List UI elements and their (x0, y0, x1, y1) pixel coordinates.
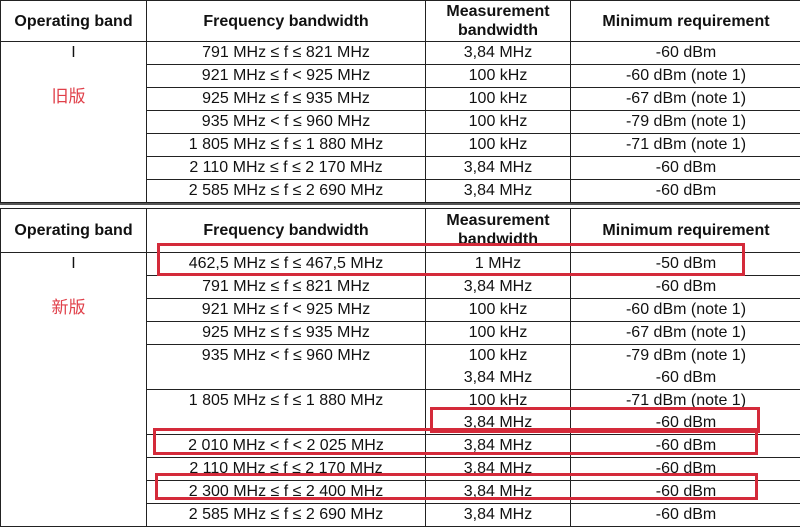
minimum-requirement-cell: -60 dBm (571, 42, 800, 65)
minimum-requirement-cell: -60 dBm (571, 276, 800, 299)
measurement-bandwidth-cell: 3,84 MHz (426, 157, 571, 180)
measurement-bandwidth-value: 100 kHz (426, 111, 570, 133)
minimum-requirement-value: -71 dBm (note 1) (571, 134, 800, 156)
measurement-bandwidth-cell: 3,84 MHz (426, 276, 571, 299)
frequency-bandwidth-cell: 935 MHz < f ≤ 960 MHz (147, 345, 426, 390)
minimum-requirement-value: -60 dBm (571, 42, 800, 64)
minimum-requirement-cell: -60 dBm (note 1) (571, 299, 800, 322)
operating-band-cell: I 旧版 (1, 42, 147, 203)
measurement-bandwidth-value: 3,84 MHz (426, 42, 570, 64)
version-label: 新版 (1, 297, 147, 319)
frequency-bandwidth-cell: 791 MHz ≤ f ≤ 821 MHz (147, 42, 426, 65)
minimum-requirement-value: -60 dBm (571, 157, 800, 179)
measurement-bandwidth-cell: 100 kHz (426, 88, 571, 111)
minimum-requirement-value: -67 dBm (note 1) (571, 88, 800, 110)
minimum-requirement-cell: -60 dBm (571, 180, 800, 203)
measurement-bandwidth-value: 3,84 MHz (426, 157, 570, 179)
measurement-bandwidth-value: 100 kHz (426, 88, 570, 110)
minimum-requirement-cell: -71 dBm (note 1) (571, 134, 800, 157)
measurement-bandwidth-value: 100 kHz (426, 65, 570, 87)
operating-band-cell: I 新版 (1, 253, 147, 527)
measurement-bandwidth-cell: 3,84 MHz (426, 42, 571, 65)
measurement-bandwidth-cell: 100 kHz (426, 111, 571, 134)
measurement-bandwidth-value: 100 kHz (426, 299, 570, 321)
measurement-bandwidth-value: 3,84 MHz (426, 367, 570, 389)
minimum-requirement-cell: -67 dBm (note 1) (571, 88, 800, 111)
minimum-requirement-value: -79 dBm (note 1) (571, 345, 800, 367)
minimum-requirement-value: -60 dBm (note 1) (571, 65, 800, 87)
minimum-requirement-value: -60 dBm (571, 276, 800, 298)
minimum-requirement-cell: -60 dBm (571, 157, 800, 180)
header-operating-band: Operating band (1, 209, 147, 253)
minimum-requirement-value: -60 dBm (571, 180, 800, 202)
frequency-bandwidth-cell: 2 110 MHz ≤ f ≤ 2 170 MHz (147, 157, 426, 180)
measurement-bandwidth-value: 100 kHz (426, 322, 570, 344)
minimum-requirement-value: -60 dBm (571, 367, 800, 389)
frequency-bandwidth-cell: 925 MHz ≤ f ≤ 935 MHz (147, 88, 426, 111)
measurement-bandwidth-cell: 3,84 MHz (426, 180, 571, 203)
minimum-requirement-cell: -67 dBm (note 1) (571, 322, 800, 345)
measurement-bandwidth-cell: 100 kHz (426, 299, 571, 322)
highlight-box-new-band (157, 243, 745, 276)
operating-band-value: I (1, 42, 146, 64)
operating-band-value: I (1, 253, 146, 275)
frequency-bandwidth-cell: 1 805 MHz ≤ f ≤ 1 880 MHz (147, 134, 426, 157)
minimum-requirement-cell: -79 dBm (note 1) (571, 111, 800, 134)
version-label: 旧版 (1, 86, 147, 108)
header-minimum-requirement: Minimum requirement (571, 1, 800, 42)
header-frequency-bandwidth: Frequency bandwidth (147, 1, 426, 42)
minimum-requirement-value: -67 dBm (note 1) (571, 322, 800, 344)
highlight-box-new-band (155, 473, 758, 500)
frequency-bandwidth-cell: 925 MHz ≤ f ≤ 935 MHz (147, 322, 426, 345)
measurement-bandwidth-value: 3,84 MHz (426, 180, 570, 202)
highlight-box-new-band (153, 428, 758, 455)
measurement-bandwidth-value: 3,84 MHz (426, 276, 570, 298)
measurement-bandwidth-value: 100 kHz (426, 134, 570, 156)
frequency-bandwidth-cell: 935 MHz < f ≤ 960 MHz (147, 111, 426, 134)
header-measurement-bandwidth: Measurement bandwidth (426, 1, 571, 42)
frequency-bandwidth-cell: 791 MHz ≤ f ≤ 821 MHz (147, 276, 426, 299)
minimum-requirement-value: -60 dBm (note 1) (571, 299, 800, 321)
minimum-requirement-cell: -60 dBm (note 1) (571, 65, 800, 88)
measurement-bandwidth-value: 100 kHz (426, 345, 570, 367)
old-spec-table: Operating band Frequency bandwidth Measu… (0, 0, 800, 203)
minimum-requirement-cell: -60 dBm (571, 504, 800, 527)
minimum-requirement-cell: -79 dBm (note 1)-60 dBm (571, 345, 800, 390)
header-operating-band: Operating band (1, 1, 147, 42)
minimum-requirement-value: -79 dBm (note 1) (571, 111, 800, 133)
measurement-bandwidth-cell: 3,84 MHz (426, 504, 571, 527)
measurement-bandwidth-cell: 100 kHz (426, 65, 571, 88)
frequency-bandwidth-cell: 2 585 MHz ≤ f ≤ 2 690 MHz (147, 180, 426, 203)
measurement-bandwidth-cell: 100 kHz (426, 134, 571, 157)
frequency-bandwidth-cell: 921 MHz ≤ f < 925 MHz (147, 299, 426, 322)
frequency-bandwidth-cell: 2 585 MHz ≤ f ≤ 2 690 MHz (147, 504, 426, 527)
frequency-bandwidth-cell: 921 MHz ≤ f < 925 MHz (147, 65, 426, 88)
measurement-bandwidth-cell: 100 kHz (426, 322, 571, 345)
